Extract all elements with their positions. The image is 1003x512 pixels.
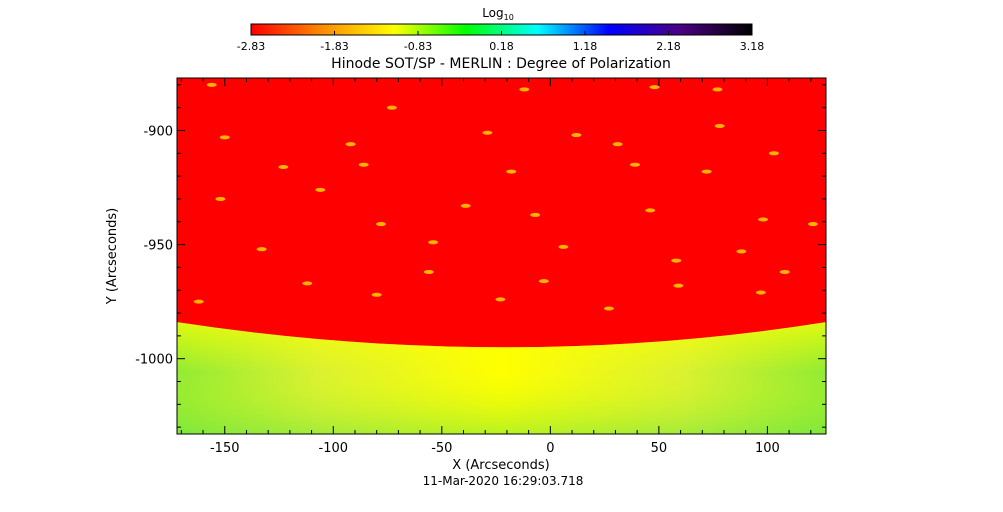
y-axis-label: Y (Arcseconds) [105,208,120,305]
colorbar-tick-label: -2.83 [237,40,265,53]
activity-patch [495,297,506,302]
x-tick-label: 0 [546,441,554,456]
timestamp: 11-Mar-2020 16:29:03.718 [423,474,584,488]
activity-patch [714,123,725,128]
activity-patch [758,217,769,222]
activity-patch [358,162,369,167]
activity-patch [386,105,397,110]
activity-patch [779,269,790,274]
colorbar-tick-label: -1.83 [320,40,348,53]
activity-patch [315,187,326,192]
activity-patch [219,135,230,140]
y-axis: -900 -950 -1000 [135,84,826,428]
y-tick-label: -950 [143,239,173,254]
activity-patch [423,269,434,274]
activity-patch [603,306,614,311]
activity-patch [206,82,217,87]
y-tick-label: -900 [143,124,173,139]
activity-patch [506,169,517,174]
colorbar-label-subscript: 10 [504,13,514,22]
activity-patch [345,142,356,147]
activity-patch [302,281,313,286]
x-tick-label: -150 [210,441,240,456]
colorbar-tick-label: 0.18 [489,40,514,53]
activity-patch [736,249,747,254]
x-tick-label: 100 [755,441,780,456]
x-tick-label: -50 [431,441,452,456]
activity-patch [629,162,640,167]
activity-patch [768,151,779,156]
activity-patch [558,244,569,249]
colorbar-ticks: -2.83 -1.83 -0.83 0.18 1.18 2.18 3.18 [237,31,764,53]
x-axis-label: X (Arcseconds) [452,458,549,473]
activity-patch [755,290,766,295]
chart-title: Hinode SOT/SP - MERLIN : Degree of Polar… [331,56,671,72]
activity-patch [673,283,684,288]
activity-patch [376,222,387,227]
colorbar-tick-label: 2.18 [656,40,681,53]
colorbar-label: Log10 [482,6,514,22]
activity-patch [460,203,471,208]
colorbar-tick-label: -0.83 [404,40,432,53]
x-axis: -150 -100 -50 0 50 100 [180,78,812,456]
activity-patch [215,196,226,201]
activity-patch [519,87,530,92]
activity-patch [371,292,382,297]
plot-frame [176,77,827,435]
activity-patch [538,279,549,284]
activity-patches [193,82,818,311]
activity-patch [671,258,682,263]
activity-patch [712,87,723,92]
activity-patch [428,240,439,245]
activity-patch [645,208,656,213]
activity-patch [807,222,818,227]
activity-patch [612,142,623,147]
activity-patch [278,165,289,169]
activity-patch [701,169,712,174]
activity-patch [193,299,204,304]
activity-patch [649,85,660,90]
activity-patch [530,212,541,217]
heatmap-image [177,78,826,434]
x-tick-label: 50 [651,441,668,456]
limb-overlay [177,322,826,434]
activity-patch [571,133,582,138]
colorbar-tick-label: 1.18 [573,40,598,53]
y-tick-label: -1000 [135,353,173,368]
x-tick-label: -100 [319,441,349,456]
activity-patch [482,130,493,135]
colorbar-tick-label: 3.18 [740,40,765,53]
activity-patch [256,247,267,252]
